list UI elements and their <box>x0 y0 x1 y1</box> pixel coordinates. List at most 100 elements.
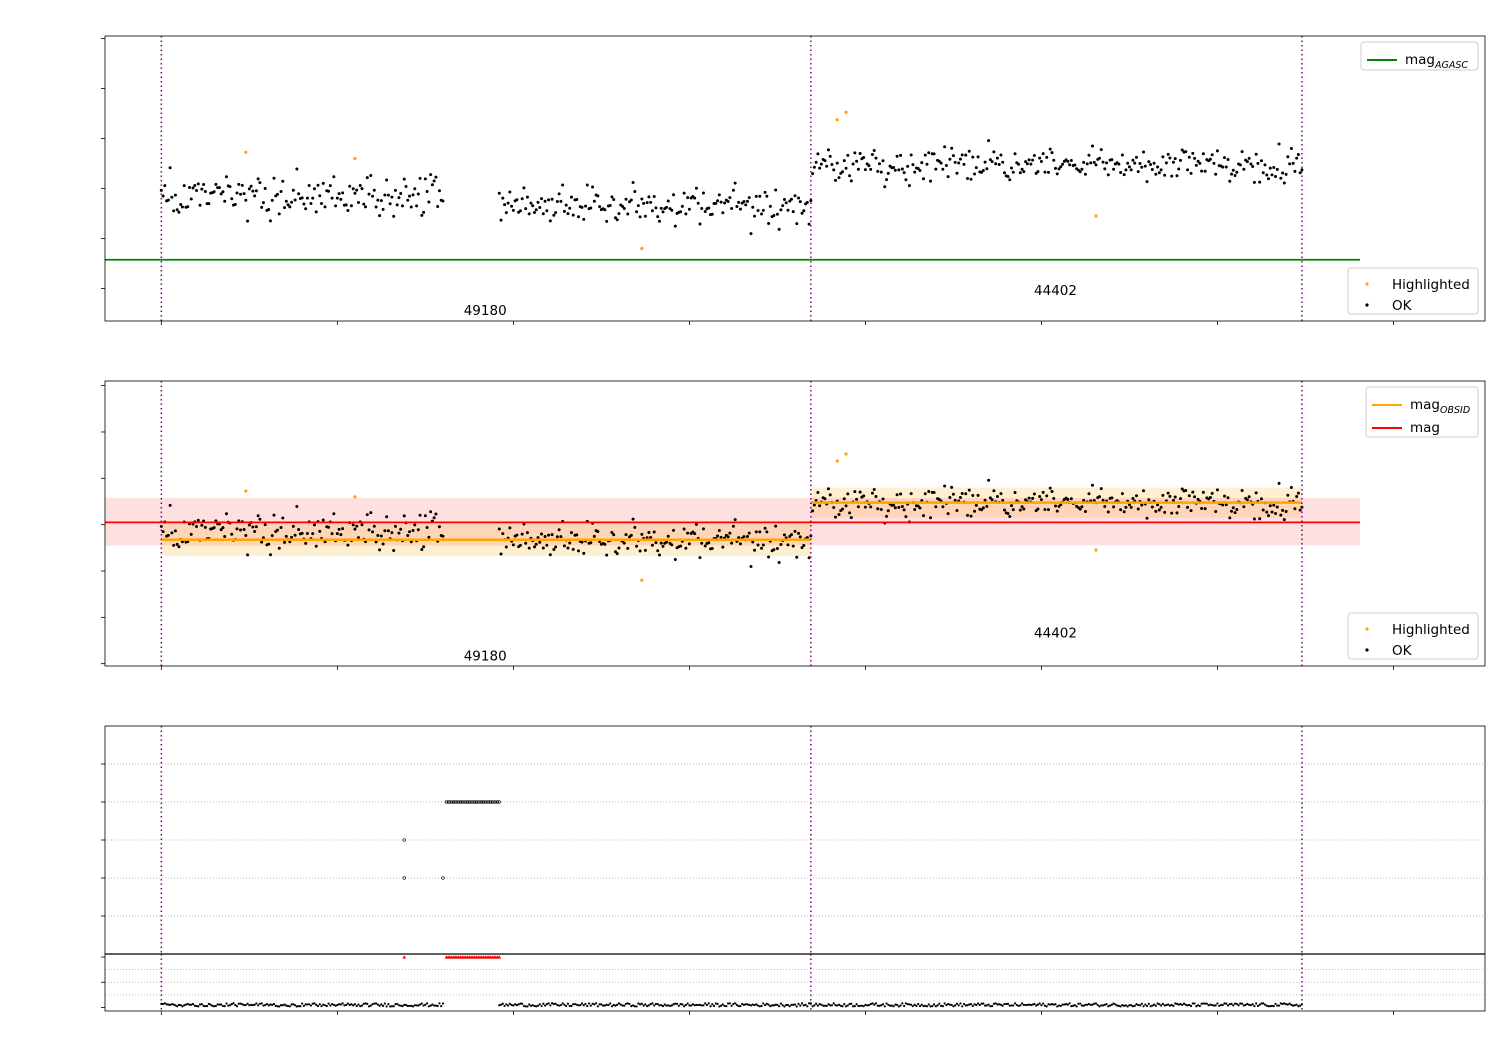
ok-point <box>742 199 746 203</box>
dr-point <box>1054 1003 1057 1006</box>
ok-point <box>636 204 640 208</box>
ok-point <box>1001 160 1005 164</box>
ok-point <box>351 523 355 527</box>
ok-point <box>1039 498 1043 502</box>
ok-point <box>589 206 593 210</box>
ok-point <box>399 192 403 196</box>
ok-point <box>613 550 617 554</box>
ok-point <box>355 524 359 528</box>
ok-point <box>571 547 575 551</box>
dr-point <box>1182 1002 1186 1005</box>
ok-point <box>568 206 572 210</box>
ok-point <box>1126 161 1130 165</box>
dr-point <box>630 1005 633 1008</box>
dr-point <box>211 1004 214 1007</box>
dr-point <box>295 1005 298 1008</box>
ok-point <box>879 507 883 511</box>
dr-point <box>853 1005 856 1008</box>
dr-point <box>1165 1003 1168 1007</box>
ok-point <box>1156 503 1160 507</box>
dr-point <box>1172 1004 1175 1008</box>
flag-point <box>451 800 456 804</box>
dr-point <box>800 1002 804 1005</box>
dr-point <box>1262 1002 1265 1005</box>
legend-label: mag <box>1410 420 1440 436</box>
ok-point <box>341 527 345 531</box>
dr-point <box>410 1004 413 1007</box>
ok-point <box>200 187 204 191</box>
legend-label-text: mag <box>1410 420 1440 436</box>
ok-point <box>751 205 755 209</box>
ok-point <box>561 183 565 187</box>
dr-point <box>658 1004 661 1007</box>
dr-point <box>1212 1004 1216 1007</box>
dr-point <box>903 1004 906 1008</box>
ok-point <box>672 528 676 532</box>
ok-point <box>1263 163 1267 167</box>
ok-point <box>272 176 276 180</box>
ok-point <box>823 497 827 501</box>
ok-point <box>851 162 855 166</box>
ok-point <box>980 170 984 174</box>
dr-point <box>772 1004 775 1007</box>
dr-point <box>242 1004 246 1007</box>
ok-point <box>895 493 899 497</box>
dr-point <box>1091 1003 1094 1006</box>
ok-point <box>555 535 559 539</box>
ok-point <box>1106 510 1110 514</box>
ok-point <box>906 164 910 168</box>
ok-point <box>717 193 721 197</box>
dr-point <box>306 1003 309 1006</box>
dr-point <box>839 1004 842 1007</box>
dr-point <box>869 1002 872 1006</box>
ok-point <box>870 152 874 156</box>
dr-point <box>711 1003 714 1006</box>
dr-point <box>684 1003 687 1007</box>
ok-point <box>503 203 507 207</box>
dr-point <box>1293 1004 1296 1007</box>
legend-box <box>1347 612 1479 660</box>
flag-point <box>473 800 477 804</box>
ok-point <box>1222 156 1226 160</box>
ok-point <box>1052 496 1056 500</box>
dr-point <box>734 1002 737 1005</box>
dr-point <box>1022 1003 1025 1007</box>
dr-point <box>719 1004 723 1007</box>
dr-point <box>1126 1005 1129 1008</box>
dr-point <box>1272 1005 1275 1008</box>
ok-point <box>1300 168 1304 172</box>
ok-point <box>670 543 674 547</box>
dr-point <box>1239 1002 1242 1005</box>
ok-point <box>1226 496 1230 500</box>
dr-point <box>503 1004 506 1008</box>
dr-point <box>177 1003 181 1006</box>
dr-point <box>369 1004 372 1007</box>
dr-clipped-marker <box>402 955 407 959</box>
dr-point <box>1253 1005 1256 1008</box>
ok-point <box>823 159 827 163</box>
ok-point <box>710 547 714 551</box>
dr-point <box>1075 1005 1078 1008</box>
ok-point <box>897 168 901 172</box>
ok-point <box>863 168 867 172</box>
dr-point <box>545 1003 548 1006</box>
ok-point <box>356 536 360 540</box>
ok-point <box>420 548 424 552</box>
ok-point <box>1272 503 1276 507</box>
dr-point <box>762 1002 765 1005</box>
dr-point <box>278 1005 281 1008</box>
ok-point <box>1112 167 1116 171</box>
ok-point <box>643 214 647 218</box>
ok-point <box>629 198 633 202</box>
dr-point <box>802 1004 805 1007</box>
dr-point <box>371 1003 374 1006</box>
dr-point <box>318 1003 321 1006</box>
dr-point <box>904 1002 907 1005</box>
ok-point <box>392 548 396 552</box>
ok-point <box>532 545 536 549</box>
ok-point <box>1268 166 1272 170</box>
dr-point <box>628 1002 631 1006</box>
ok-point <box>596 194 600 198</box>
ok-point <box>772 213 776 217</box>
dr-point <box>1070 1005 1073 1008</box>
